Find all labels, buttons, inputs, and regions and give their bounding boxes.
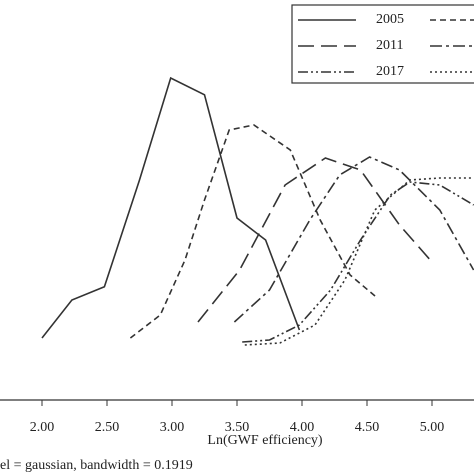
legend-label: 2011 bbox=[376, 38, 403, 53]
x-tick-label: 2.50 bbox=[95, 420, 120, 435]
x-tick-label: 3.50 bbox=[225, 420, 250, 435]
series-line bbox=[244, 177, 474, 346]
legend-box bbox=[291, 4, 474, 84]
x-axis-label: Ln(GWF efficiency) bbox=[207, 433, 323, 448]
note: el = gaussian, bandwidth = 0.1919 bbox=[0, 458, 193, 473]
x-tick-label: 5.00 bbox=[420, 420, 445, 435]
series-line bbox=[41, 76, 301, 339]
x-tick-label: 3.00 bbox=[160, 420, 185, 435]
legend-label: 2017 bbox=[376, 64, 404, 79]
series-line bbox=[242, 181, 474, 343]
x-tick-label: 4.50 bbox=[355, 420, 380, 435]
x-tick-label: 4.00 bbox=[290, 420, 315, 435]
series-line bbox=[129, 124, 378, 339]
series-line bbox=[233, 156, 474, 323]
series-line bbox=[197, 157, 433, 323]
x-tick-label: 2.00 bbox=[30, 420, 55, 435]
legend-label: 2005 bbox=[376, 12, 404, 27]
